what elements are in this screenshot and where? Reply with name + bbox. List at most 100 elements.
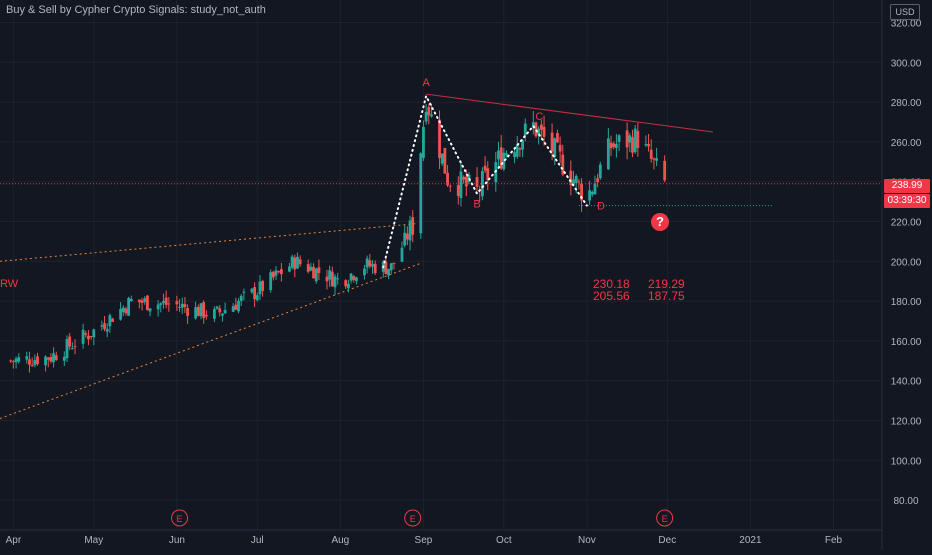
candle-body: [314, 268, 318, 282]
candle-body: [159, 303, 163, 306]
candle-body: [561, 154, 565, 175]
candle-body: [143, 298, 147, 302]
candle-body: [523, 123, 527, 136]
candle-body: [202, 302, 206, 318]
candle-body: [655, 158, 658, 161]
candle-body: [392, 262, 396, 264]
candle-body: [405, 233, 409, 240]
candle-body: [464, 176, 468, 187]
candle-body: [440, 153, 444, 164]
candle-body: [373, 263, 377, 274]
candle-body: [221, 313, 224, 316]
candle-body: [124, 308, 128, 314]
study-title[interactable]: Buy & Sell by Cypher Crypto Signals: stu…: [6, 4, 266, 16]
candle-body: [274, 270, 278, 276]
candle-body: [9, 360, 13, 362]
candle-body: [44, 356, 47, 366]
candle-body: [633, 128, 637, 152]
candle-body: [92, 329, 96, 338]
x-tick-label: Nov: [578, 535, 596, 546]
candle-body: [325, 276, 329, 282]
candle-body: [368, 260, 372, 267]
candle-body: [250, 288, 254, 293]
earnings-marker: E: [656, 509, 674, 527]
bar-countdown-label: 03:39:30: [884, 194, 930, 208]
candle-body: [430, 114, 433, 117]
candle-body: [344, 280, 348, 287]
candle-body: [146, 295, 149, 311]
candle-body: [49, 356, 53, 362]
candle-body: [25, 356, 29, 360]
candle-body: [355, 277, 358, 282]
candle-body: [408, 220, 412, 241]
candle-body: [411, 217, 415, 235]
level-values: 230.18 219.29 205.56 187.75: [593, 278, 703, 302]
candle-body: [617, 135, 621, 142]
candle-body: [424, 111, 428, 122]
series-side-label: RW: [0, 278, 19, 290]
candle-body: [652, 158, 656, 160]
candle-body: [162, 301, 165, 304]
candle-body: [234, 304, 238, 310]
question-badge[interactable]: ?: [651, 213, 669, 231]
candle-body: [483, 165, 487, 171]
candle-body: [615, 144, 618, 149]
candle-body: [636, 130, 640, 148]
y-tick-label: 160.00: [891, 337, 922, 348]
candle-body: [400, 247, 404, 262]
candle-body: [213, 309, 216, 319]
candle-body: [475, 177, 479, 187]
candle-body: [261, 280, 265, 291]
candle-body: [223, 309, 227, 314]
candle-body: [569, 170, 573, 186]
y-tick-label: 140.00: [891, 377, 922, 388]
candle-body: [204, 314, 208, 317]
candle-body: [459, 171, 463, 199]
y-tick-label: 80.00: [893, 496, 918, 507]
candle-body: [427, 106, 431, 116]
candle-body: [196, 307, 200, 317]
candle-body: [111, 318, 114, 322]
candle-body: [28, 359, 31, 365]
x-tick-label: Oct: [496, 535, 512, 546]
earnings-letter: E: [177, 514, 183, 524]
candle-body: [631, 137, 634, 153]
candle-body: [443, 147, 447, 174]
candle-body: [253, 287, 256, 300]
candle-body: [518, 148, 522, 150]
candle-body: [384, 261, 388, 274]
level-value: 219.29: [648, 277, 685, 291]
candle-body: [606, 138, 610, 170]
candle-body: [556, 133, 559, 143]
candle-body: [269, 272, 273, 291]
candle-body: [288, 266, 291, 272]
candle-body: [293, 257, 297, 270]
x-tick-label: Dec: [658, 535, 676, 546]
candle-body: [590, 191, 594, 195]
candle-body: [180, 303, 184, 308]
candle-body: [330, 271, 334, 287]
candle-body: [231, 306, 235, 312]
candle-body: [277, 271, 281, 273]
candle-body: [553, 138, 557, 158]
wave-label-c: C: [535, 111, 543, 123]
wave-label-a: A: [422, 77, 430, 89]
candle-body: [148, 308, 152, 312]
wave-path: [382, 93, 588, 269]
candle-body: [156, 304, 160, 310]
candle-body: [539, 124, 543, 130]
candle-body: [513, 152, 516, 158]
candle-body: [89, 336, 93, 338]
candle-body: [649, 149, 653, 159]
earnings-letter: E: [662, 514, 668, 524]
currency-button[interactable]: USD: [890, 4, 920, 20]
candle-body: [349, 273, 353, 281]
candle-body: [84, 333, 88, 335]
candle-body: [438, 119, 441, 159]
candle-body: [486, 168, 490, 181]
candle-body: [312, 266, 315, 279]
candle-body: [371, 263, 374, 267]
x-tick-label: Jul: [251, 535, 264, 546]
